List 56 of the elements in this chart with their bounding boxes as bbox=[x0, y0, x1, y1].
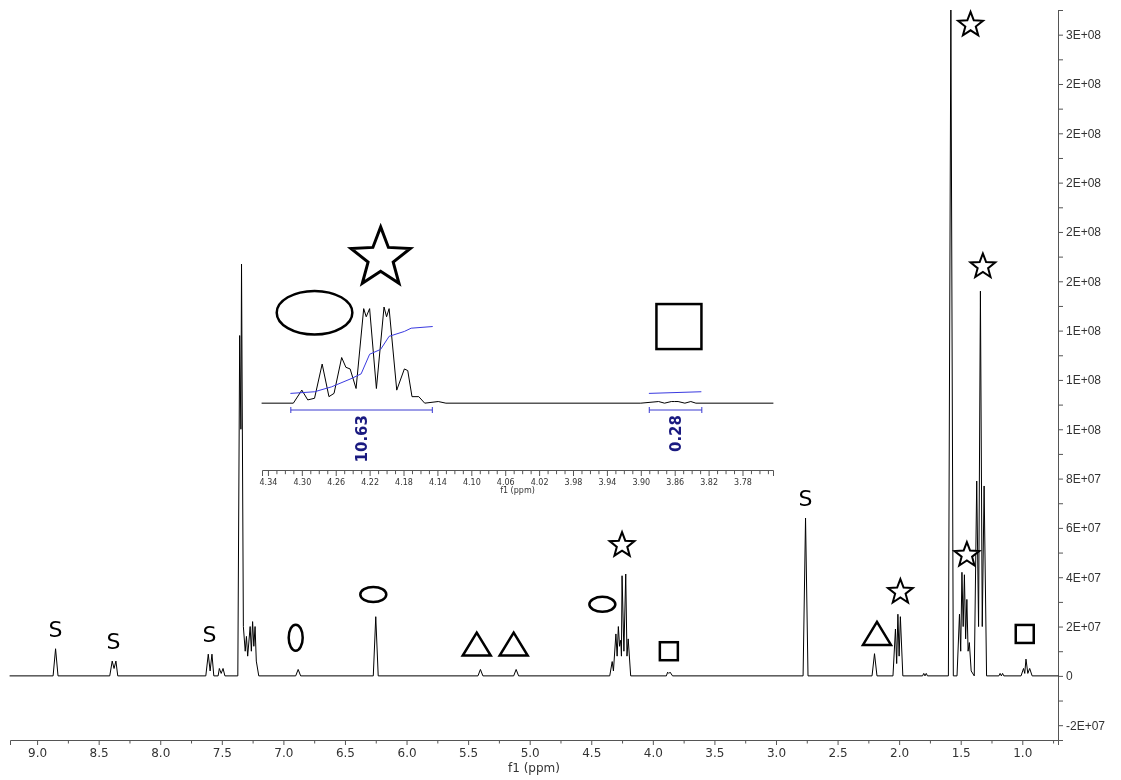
x-axis-title: f1 (ppm) bbox=[500, 486, 535, 495]
x-tick-label: 7.0 bbox=[274, 745, 294, 760]
x-tick-label: 4.02 bbox=[530, 477, 549, 487]
x-tick-label: 4.18 bbox=[395, 477, 413, 487]
y-tick-label: 3E+08 bbox=[1066, 28, 1102, 42]
x-tick-label: 5.5 bbox=[459, 745, 479, 760]
y-tick-label: 2E+08 bbox=[1066, 77, 1102, 92]
y-tick-label: 2E+08 bbox=[1066, 225, 1102, 240]
x-tick-label: 4.06 bbox=[496, 477, 515, 487]
x-tick-label: 4.14 bbox=[429, 477, 447, 487]
x-tick-label: 7.5 bbox=[212, 745, 232, 760]
x-tick-label: 5.0 bbox=[520, 745, 540, 760]
y-tick-label: 4E+07 bbox=[1066, 570, 1102, 585]
x-tick-label: 6.0 bbox=[397, 745, 417, 760]
y-tick-label: 1E+08 bbox=[1066, 323, 1102, 338]
annotation: S bbox=[798, 486, 813, 512]
x-tick-label: 4.22 bbox=[361, 477, 380, 487]
x-axis-title: f1 (ppm) bbox=[508, 761, 560, 775]
annotation: 10.63 bbox=[352, 415, 371, 463]
x-tick-label: 3.82 bbox=[700, 477, 718, 487]
x-tick-label: 4.30 bbox=[293, 477, 312, 487]
y-tick-label: 2E+08 bbox=[1066, 274, 1102, 289]
y-tick-label: -2E+07 bbox=[1066, 718, 1106, 733]
x-tick-label: 3.90 bbox=[632, 477, 651, 487]
x-tick-label: 3.86 bbox=[666, 477, 685, 487]
y-tick-label: 6E+07 bbox=[1066, 521, 1102, 536]
x-tick-label: 4.34 bbox=[259, 477, 278, 487]
x-tick-label: 3.78 bbox=[734, 477, 752, 487]
line-series bbox=[9, 9, 1059, 677]
annotation: S bbox=[48, 616, 63, 642]
x-tick-label: 6.5 bbox=[335, 745, 356, 760]
x-tick-label: 3.94 bbox=[598, 477, 617, 487]
x-tick-label: 8.5 bbox=[89, 745, 109, 760]
x-tick-label: 2.5 bbox=[828, 745, 848, 760]
x-tick-label: 3.5 bbox=[705, 745, 725, 760]
y-tick-label: 1E+08 bbox=[1066, 422, 1102, 437]
annotation: S bbox=[106, 629, 121, 655]
x-tick-label: 4.5 bbox=[582, 745, 602, 760]
y-tick-label: 2E+07 bbox=[1066, 619, 1102, 634]
y-tick-label: 1E+08 bbox=[1066, 373, 1102, 388]
x-tick-label: 2.0 bbox=[890, 745, 910, 760]
y-tick-label: 2E+08 bbox=[1066, 175, 1102, 190]
x-tick-label: 9.0 bbox=[28, 745, 48, 760]
y-tick-label: 0 bbox=[1066, 669, 1073, 684]
y-tick-label: 8E+07 bbox=[1066, 471, 1102, 486]
x-tick-label: 3.0 bbox=[766, 745, 787, 760]
annotation: S bbox=[202, 622, 217, 648]
annotation: 0.28 bbox=[666, 415, 685, 453]
x-tick-label: 4.0 bbox=[643, 745, 663, 760]
x-tick-label: 8.0 bbox=[151, 745, 171, 760]
x-tick-label: 1.0 bbox=[1013, 745, 1033, 760]
x-tick-label: 4.26 bbox=[327, 477, 346, 487]
x-tick-label: 1.5 bbox=[951, 745, 971, 760]
y-tick-label: 2E+08 bbox=[1066, 126, 1102, 141]
x-tick-label: 3.98 bbox=[564, 477, 583, 487]
x-tick-label: 4.10 bbox=[462, 477, 481, 487]
